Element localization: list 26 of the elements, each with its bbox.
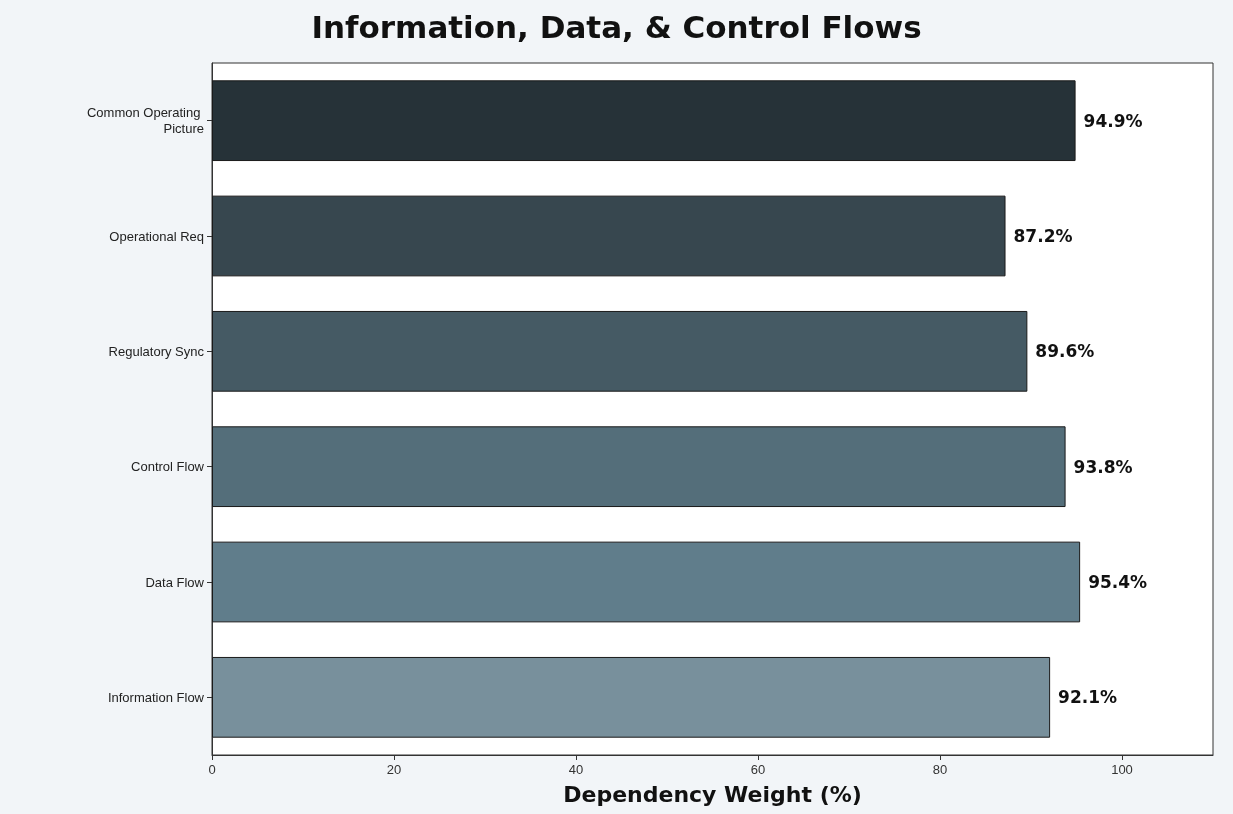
bar (212, 310, 1028, 392)
y-tick-label: Regulatory Sync (108, 343, 205, 359)
x-tick-label: 100 (1111, 762, 1133, 777)
x-tick-label: 20 (386, 762, 402, 777)
data-label: 95.4% (1088, 572, 1148, 592)
bar (212, 541, 1081, 623)
y-tick-label: Control Flow (131, 459, 205, 475)
y-tick-label: Operational Req (109, 228, 204, 244)
y-tick-label: Information Flow (107, 689, 205, 705)
x-tick-label: 0 (208, 762, 216, 777)
data-label: 92.1% (1058, 687, 1118, 708)
bar (212, 80, 1076, 162)
bar (212, 195, 1006, 277)
bar (212, 426, 1066, 508)
y-tick-label: Common Operating Picture (86, 105, 204, 137)
data-label: 94.9% (1083, 110, 1143, 131)
y-tick-label: Data Flow (145, 574, 205, 590)
data-label: 89.6% (1035, 341, 1095, 362)
bar (212, 656, 1051, 738)
x-tick-label: 40 (568, 762, 584, 777)
x-tick-label: 60 (750, 762, 766, 777)
data-label: 93.8% (1073, 456, 1133, 477)
x-tick-label: 80 (932, 762, 948, 777)
data-label: 87.2% (1013, 226, 1073, 246)
chart-title: Information, Data, & Control Flows (311, 8, 922, 45)
x-axis-title: Dependency Weight (%) (563, 781, 862, 807)
